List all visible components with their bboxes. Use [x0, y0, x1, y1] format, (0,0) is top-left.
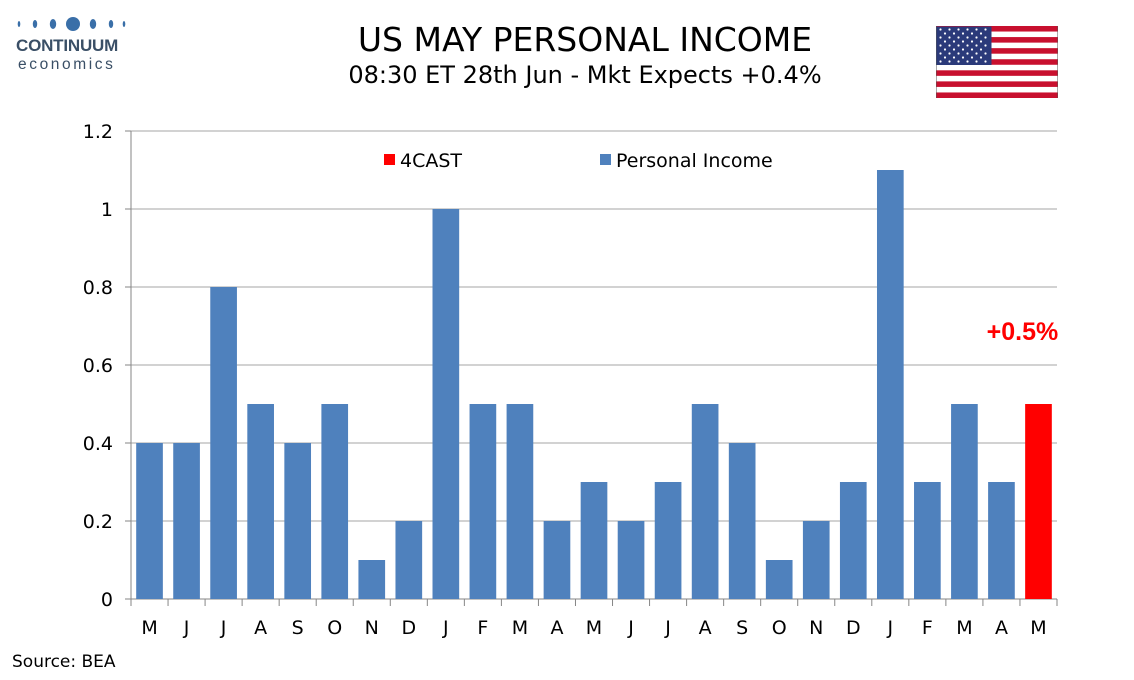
y-tick-label: 1.2	[83, 121, 113, 143]
x-tick-label: J	[887, 617, 894, 639]
income-bar	[951, 404, 978, 599]
legend-swatch	[384, 154, 395, 165]
income-bar	[580, 482, 608, 599]
income-bar	[691, 404, 719, 599]
page-subtitle: 08:30 ET 28th Jun - Mkt Expects +0.4%	[348, 61, 822, 89]
forecast-bar	[1025, 404, 1052, 599]
legend-label: 4CAST	[400, 150, 462, 172]
x-tick-label: M	[956, 617, 972, 639]
income-bar	[469, 404, 497, 599]
y-tick-label: 1	[101, 199, 113, 221]
income-bar	[284, 443, 312, 599]
y-tick-label: 0	[101, 589, 113, 611]
x-tick-label: J	[442, 617, 449, 639]
x-tick-label: A	[995, 617, 1008, 639]
x-tick-label: M	[141, 617, 157, 639]
income-bar	[617, 521, 645, 599]
x-tick-label: A	[699, 617, 712, 639]
x-tick-label: S	[292, 617, 304, 639]
x-tick-label: O	[772, 617, 787, 639]
x-tick-label: M	[512, 617, 528, 639]
income-bar	[876, 170, 904, 599]
legend-swatch	[600, 154, 611, 165]
y-tick-label: 0.6	[83, 355, 113, 377]
income-bar	[728, 443, 756, 599]
income-bar	[802, 521, 830, 599]
brand-name: CONTINUUM	[16, 36, 119, 55]
income-bar	[914, 482, 941, 599]
income-bar	[395, 521, 423, 599]
page-title: US MAY PERSONAL INCOME	[357, 20, 813, 59]
income-bar	[543, 521, 571, 599]
x-tick-label: N	[809, 617, 823, 639]
income-bar	[506, 404, 534, 599]
x-tick-label: J	[220, 617, 227, 639]
income-bar	[247, 404, 274, 599]
x-tick-label: A	[254, 617, 267, 639]
x-tick-label: M	[1030, 617, 1046, 639]
income-bar	[321, 404, 349, 599]
x-tick-label: J	[627, 617, 634, 639]
income-bar	[173, 443, 200, 599]
x-tick-label: D	[846, 617, 861, 639]
forecast-annotation: +0.5%	[987, 318, 1059, 346]
x-tick-label: F	[477, 617, 488, 639]
x-tick-label: N	[365, 617, 379, 639]
source-note: Source: BEA	[12, 652, 116, 672]
y-tick-label: 0.2	[83, 511, 113, 533]
income-bar	[432, 209, 460, 599]
income-bar	[839, 482, 867, 599]
legend-label: Personal Income	[616, 150, 773, 172]
y-tick-label: 0.4	[83, 433, 113, 455]
us-flag-icon	[936, 26, 1058, 98]
income-bar	[136, 443, 163, 599]
x-tick-label: S	[736, 617, 748, 639]
brand-tagline: economics	[18, 56, 116, 73]
x-tick-label: F	[922, 617, 933, 639]
logo-dots-icon	[17, 17, 126, 31]
x-tick-label: J	[183, 617, 190, 639]
income-bar	[765, 560, 793, 599]
x-tick-label: O	[327, 617, 342, 639]
y-tick-label: 0.8	[83, 277, 113, 299]
x-tick-label: M	[586, 617, 602, 639]
x-tick-label: J	[664, 617, 671, 639]
x-tick-label: A	[550, 617, 563, 639]
income-bar	[654, 482, 682, 599]
x-tick-label: D	[401, 617, 416, 639]
income-bar	[210, 287, 237, 599]
income-bar	[358, 560, 386, 599]
income-bar	[988, 482, 1015, 599]
